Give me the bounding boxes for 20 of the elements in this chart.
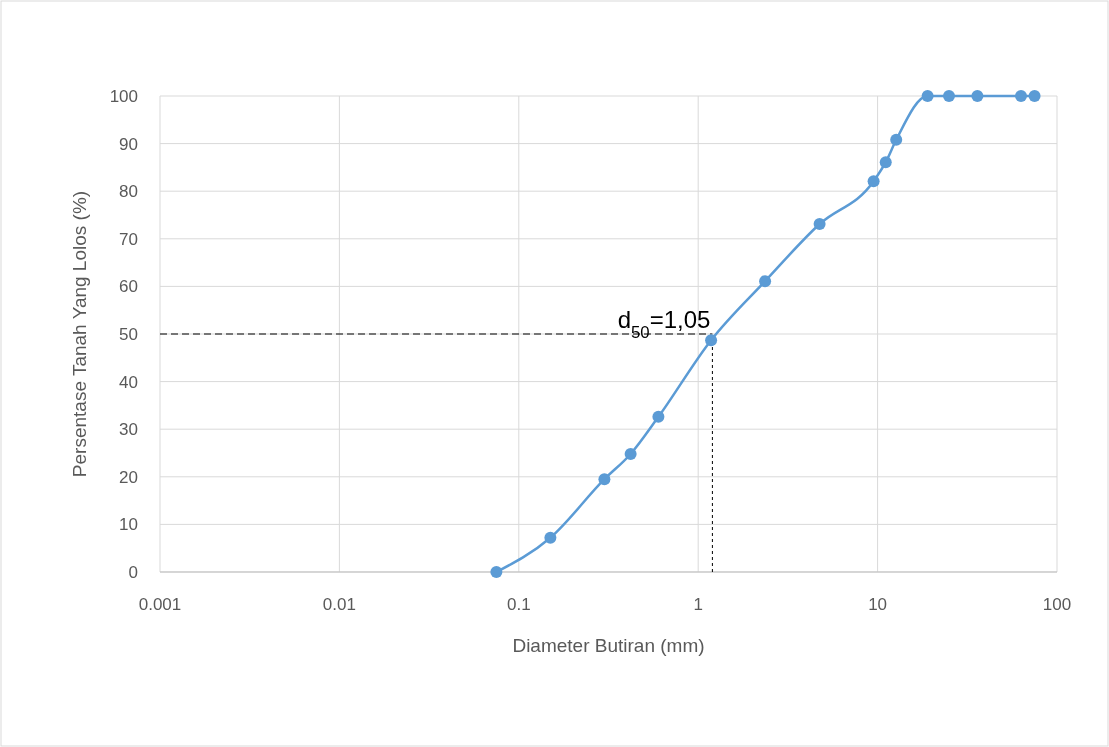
y-tick-label: 50 [119, 324, 138, 344]
y-axis-title: Persentase Tanah Yang Lolos (%) [69, 190, 90, 478]
annotation: d$_{50}$=1,05 [617, 306, 711, 342]
x-tick-label: 10 [868, 595, 888, 614]
y-tick-label: 70 [119, 229, 138, 249]
y-tick-label: 80 [119, 182, 138, 202]
x-tick-label: 1 [693, 595, 703, 614]
x-tick-label: 0.1 [506, 595, 531, 614]
x-axis-title: Diameter Butiran (mm) [512, 635, 705, 656]
y-tick-label: 90 [119, 134, 138, 154]
y-tick-label: 10 [119, 515, 138, 535]
y-tick-label: 40 [119, 372, 138, 392]
y-tick-label: 100 [109, 86, 138, 106]
y-tick-label: 20 [119, 467, 138, 487]
y-tick-label: 30 [119, 420, 138, 440]
y-tick-label: 0 [128, 562, 138, 582]
x-tick-label: 0.001 [138, 595, 182, 614]
x-tick-label: 0.01 [322, 595, 356, 614]
x-tick-label: 100 [1042, 595, 1072, 614]
y-tick-label: 60 [119, 277, 138, 297]
